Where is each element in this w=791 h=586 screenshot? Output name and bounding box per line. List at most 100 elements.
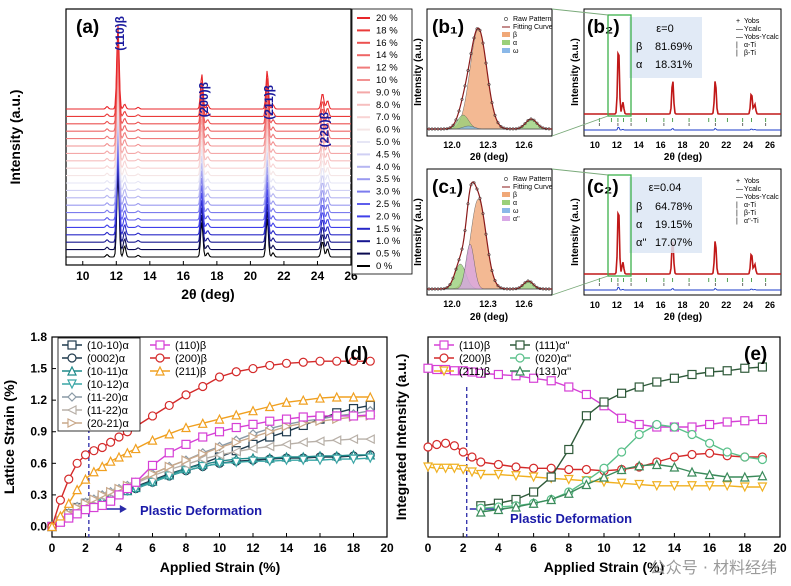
data-point: [231, 409, 242, 420]
x-tick-label: 10: [213, 541, 227, 555]
data-point: [493, 469, 504, 480]
data-point: [467, 367, 477, 377]
raw-pattern-point: [463, 84, 467, 88]
xrd-curve: [66, 113, 351, 199]
legend-label: (211)β: [459, 366, 490, 378]
xrd-curve: [66, 172, 351, 258]
data-point: [72, 509, 82, 519]
data-point: [652, 419, 662, 430]
data-point: [564, 464, 574, 475]
data-point: [131, 477, 141, 487]
data-point: [423, 462, 433, 473]
c1-xtick-2: 12.6: [515, 299, 533, 309]
panel-c2-pattern: [584, 210, 781, 291]
data-point: [214, 413, 225, 424]
data-point: [63, 497, 74, 508]
raw-pattern-point: [451, 123, 455, 127]
legend-label: (110)β: [175, 340, 206, 352]
data-point: [231, 367, 241, 377]
legend-label: α: [513, 200, 517, 207]
data-point: [198, 381, 208, 392]
legend-label: β-Ti: [744, 50, 756, 57]
x-tick-label: 18: [210, 269, 224, 283]
peak-label: (110)β: [113, 16, 127, 51]
raw-pattern-point: [502, 287, 506, 291]
x-tick-label: 14: [143, 269, 157, 283]
data-point: [264, 456, 275, 467]
c1-xtick-1: 12.3: [479, 299, 497, 309]
data-point: [528, 497, 539, 508]
xrd-curve: [66, 121, 351, 206]
panel-e-legend: (110)β(200)β(211)β (111)α''(020)α''(131)α…: [434, 340, 571, 378]
x-tick-label: 22: [721, 140, 731, 150]
xrd-curve: [66, 91, 351, 177]
xrd-curve: [66, 54, 351, 140]
data-point: [634, 429, 644, 440]
data-point: [89, 446, 99, 456]
data-point: [331, 391, 342, 402]
data-point: [164, 461, 175, 472]
data-point: [332, 411, 342, 421]
data-point: [155, 365, 165, 376]
fitting-curve: [427, 27, 552, 130]
b2-phase-1-name: α: [636, 59, 643, 71]
data-point: [66, 405, 77, 415]
legend-label: 0 %: [376, 261, 393, 272]
data-point: [475, 469, 486, 480]
b2-strain: ε=0: [656, 23, 673, 35]
data-point: [651, 481, 662, 492]
raw-pattern-point: [436, 127, 440, 131]
raw-pattern-point: [442, 287, 446, 291]
raw-pattern-point: [433, 127, 437, 131]
data-point: [515, 353, 525, 363]
watermark: 公众号 · 材料经纬: [649, 558, 777, 577]
data-point: [231, 437, 242, 448]
data-point: [248, 432, 259, 442]
x-tick-label: 12: [246, 541, 260, 555]
x-tick-label: 22: [277, 269, 291, 283]
data-point: [181, 390, 191, 400]
legend-label: (20-21)α: [87, 418, 129, 430]
raw-pattern-point: [535, 285, 539, 289]
raw-pattern-point: [502, 126, 506, 130]
data-point: [64, 513, 74, 523]
panel-a-label: (a): [76, 17, 99, 38]
data-point: [348, 454, 359, 465]
legend-marker: |: [736, 42, 738, 49]
data-point: [106, 486, 116, 497]
data-point: [493, 369, 503, 380]
data-point: [314, 436, 325, 447]
data-point: [248, 363, 258, 374]
c1-xtick-0: 12.0: [443, 299, 461, 309]
raw-pattern-point: [484, 232, 488, 236]
data-point: [155, 353, 165, 363]
x-tick-label: 16: [703, 541, 717, 555]
legend-marker: |: [736, 210, 738, 217]
raw-pattern-point: [451, 276, 455, 280]
legend-marker: [504, 177, 508, 181]
legend-label: 12 %: [376, 63, 398, 74]
data-point: [72, 458, 82, 468]
legend-label: α-Ti: [744, 202, 756, 209]
data-point: [739, 482, 750, 493]
raw-pattern-point: [454, 118, 458, 122]
data-point: [248, 456, 258, 467]
x-tick-label: 26: [765, 140, 775, 150]
fit-component: [427, 243, 552, 290]
data-point: [599, 471, 609, 482]
legend-label: (111)α'': [535, 340, 570, 352]
raw-pattern-point: [460, 247, 464, 251]
data-point: [315, 356, 325, 366]
data-point: [365, 453, 376, 464]
raw-pattern-point: [478, 28, 482, 32]
zoom-connector-c: [551, 168, 632, 296]
panel-c1-fit-curves: [427, 181, 552, 291]
legend-label: (020)α'': [535, 353, 571, 365]
data-point: [315, 411, 325, 421]
legend-label: Raw Pattern: [513, 176, 552, 183]
data-point: [511, 501, 521, 512]
data-point: [757, 470, 768, 481]
c2-phase-2-value: 17.07%: [655, 237, 693, 249]
legend-label: ω: [513, 48, 519, 55]
